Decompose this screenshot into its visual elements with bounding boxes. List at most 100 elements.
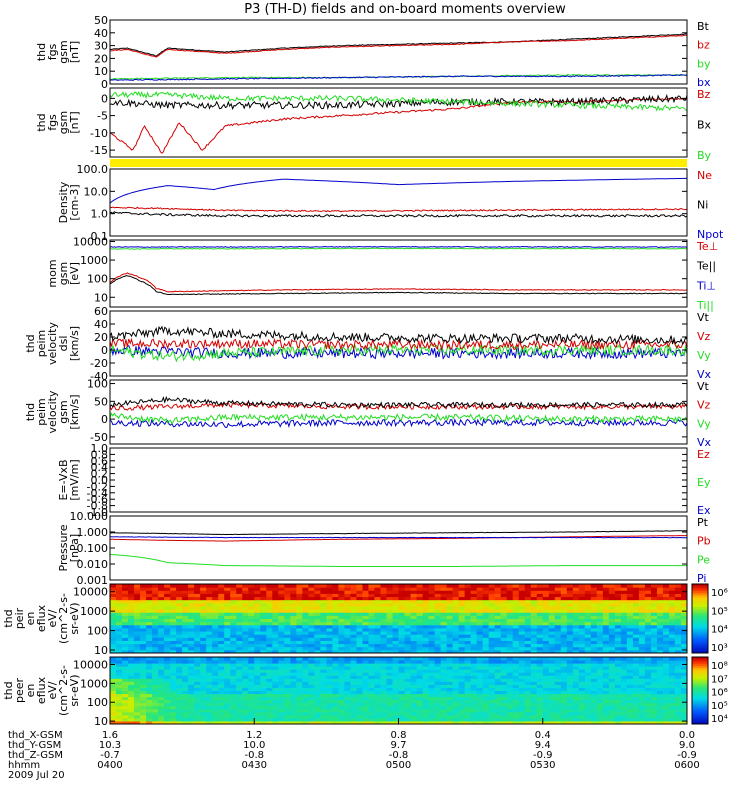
spectrogram-cell <box>674 602 682 607</box>
spectrogram-cell <box>308 660 315 664</box>
spectrogram-cell <box>458 618 466 623</box>
spectrogram-cell <box>650 584 658 588</box>
spectrogram-cell <box>650 669 658 673</box>
spectrogram-cell <box>140 693 147 698</box>
spectrogram-cell <box>302 593 309 598</box>
spectrogram-cell <box>644 624 652 629</box>
spectrogram-cell <box>524 684 532 688</box>
spectrogram-cell <box>344 590 351 594</box>
spectrogram-cell <box>326 672 333 676</box>
spectrogram-cell <box>152 609 159 613</box>
spectrogram-cell <box>374 708 381 713</box>
spectrogram-cells <box>110 657 687 724</box>
spectrogram-cell <box>242 708 249 713</box>
spectrogram-cell <box>452 696 460 701</box>
spectrogram-cell <box>596 687 604 691</box>
spectrogram-cell <box>296 702 303 707</box>
spectrogram-cell <box>134 678 141 682</box>
spectrogram-cell <box>230 609 237 613</box>
spectrogram-cell <box>326 634 333 638</box>
spectrogram-cell <box>236 593 243 598</box>
spectrogram-cell <box>314 672 321 676</box>
spectrogram-cell <box>278 708 285 713</box>
spectrogram-cell <box>506 687 514 691</box>
spectrogram-cell <box>584 627 592 632</box>
spectrogram-cell <box>572 615 580 619</box>
spectrogram-cell <box>416 593 424 598</box>
spectrogram-cell <box>290 699 297 704</box>
spectrogram-cell <box>542 590 550 594</box>
spectrogram-cell <box>248 717 255 722</box>
spectrogram-cell <box>584 634 592 638</box>
spectrogram-cell <box>206 615 213 619</box>
spectrogram-cell <box>614 702 622 707</box>
spectrogram-cell <box>428 690 436 695</box>
spectrogram-cell <box>152 634 159 638</box>
colorbar-cell <box>692 646 708 649</box>
spectrogram-cell <box>494 660 502 664</box>
spectrogram-cell <box>620 593 628 598</box>
spectrogram-cell <box>260 684 267 688</box>
spectrogram-cell <box>404 590 412 594</box>
spectrogram-cell <box>512 693 520 698</box>
spectrogram-cell <box>542 587 550 591</box>
spectrogram-cell <box>614 708 622 713</box>
spectrogram-cell <box>308 717 315 722</box>
spectrogram-cell <box>590 640 598 645</box>
spectrogram-cell <box>638 675 646 679</box>
spectrogram-cell <box>230 687 237 691</box>
spectrogram-cell <box>164 605 171 610</box>
spectrogram-cell <box>260 624 267 629</box>
spectrogram-cell <box>668 681 676 685</box>
spectrogram-cell <box>116 590 123 594</box>
spectrogram-cell <box>338 596 345 601</box>
spectrogram-cell <box>620 687 628 691</box>
spectrogram-cell <box>404 714 412 719</box>
spectrogram-cell <box>422 696 430 701</box>
spectrogram-cell <box>458 669 466 673</box>
spectrogram-cell <box>212 660 219 664</box>
spectrogram-cell <box>176 711 183 716</box>
spectrogram-cell <box>602 720 610 724</box>
spectrogram-cell <box>188 660 195 664</box>
spectrogram-cell <box>548 720 556 724</box>
spectrogram-cell <box>242 643 249 648</box>
legend-label: Vy <box>697 349 711 362</box>
spectrogram-cell <box>404 708 412 713</box>
spectrogram-cell <box>680 618 687 623</box>
spectrogram-cell <box>464 640 472 645</box>
spectrogram-cell <box>158 687 165 691</box>
spectrogram-cell <box>422 599 430 604</box>
spectrogram-cell <box>344 631 351 635</box>
y-axis-label: peer <box>13 678 26 704</box>
spectrogram-cell <box>254 657 261 661</box>
spectrogram-cell <box>140 675 147 679</box>
spectrogram-cell <box>296 714 303 719</box>
spectrogram-cell <box>314 618 321 623</box>
spectrogram-cell <box>320 711 327 716</box>
spectrogram-cell <box>512 687 520 691</box>
spectrogram-cell <box>584 690 592 695</box>
colorbar-cell <box>692 699 708 703</box>
spectrogram-cell <box>482 615 490 619</box>
spectrogram-cell <box>614 605 622 610</box>
spectrogram-cell <box>458 693 466 698</box>
spectrogram-cell <box>608 643 616 648</box>
spectrogram-cell <box>404 711 412 716</box>
y-tick-label: 0.8 <box>91 448 109 461</box>
spectrogram-cell <box>680 584 687 588</box>
spectrogram-cell <box>554 637 562 641</box>
spectrogram-cell <box>158 646 165 651</box>
spectrogram-cell <box>326 640 333 645</box>
spectrogram-cell <box>134 627 141 632</box>
spectrogram-cell <box>356 711 363 716</box>
spectrogram-cell <box>596 612 604 616</box>
spectrogram-cell <box>188 631 195 635</box>
spectrogram-cell <box>338 666 345 670</box>
spectrogram-cell <box>140 699 147 704</box>
spectrogram-cell <box>248 627 255 632</box>
spectrogram-cell <box>416 584 424 588</box>
spectrogram-cell <box>560 675 568 679</box>
spectrogram-cell <box>116 593 123 598</box>
spectrogram-cell <box>476 699 484 704</box>
